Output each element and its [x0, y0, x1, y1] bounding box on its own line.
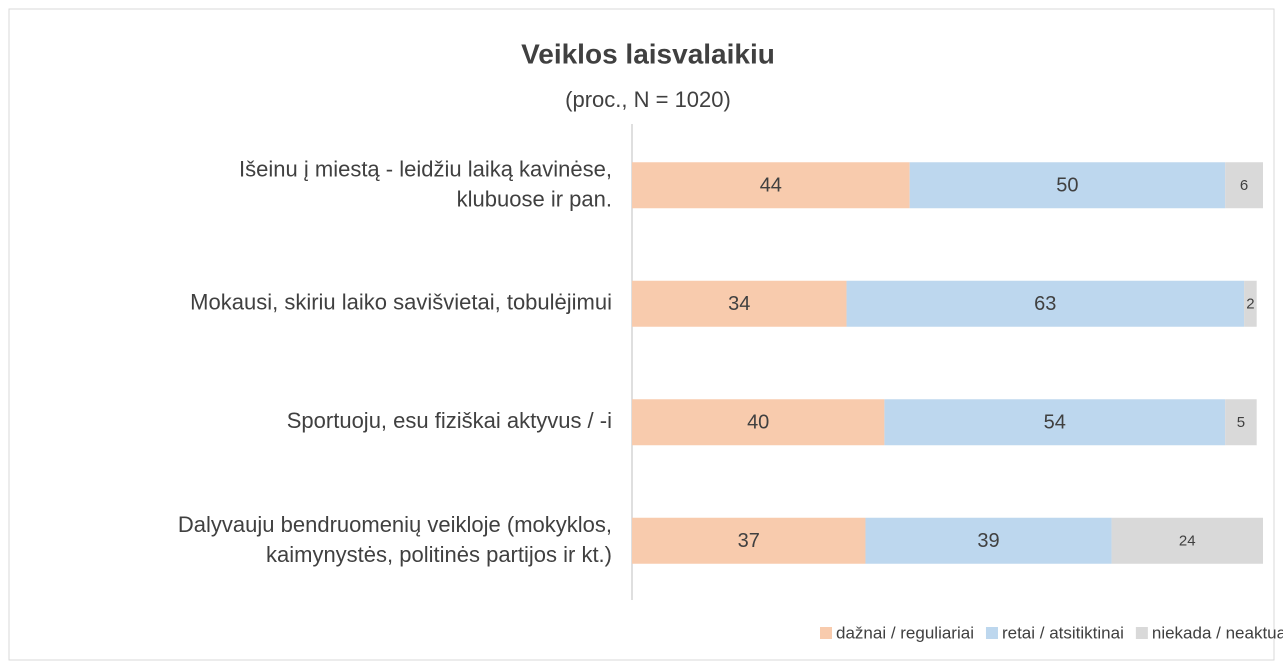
data-label: 24: [1179, 533, 1196, 550]
data-label: 54: [1044, 412, 1066, 434]
category-label: Išeinu į miestą - leidžiu laiką kavinėse…: [239, 156, 612, 211]
category-label: Mokausi, skiriu laiko savišvietai, tobul…: [190, 290, 612, 315]
data-label: 34: [728, 293, 750, 315]
data-label: 2: [1246, 296, 1254, 313]
category-label-line: klubuose ir pan.: [457, 186, 612, 211]
data-label: 40: [747, 412, 769, 434]
data-label: 63: [1034, 293, 1056, 315]
bar-segment: [909, 162, 1226, 209]
legend-swatch: [820, 627, 832, 639]
legend-swatch: [985, 627, 998, 639]
bar-segment: [632, 280, 847, 327]
bar-segment: [632, 399, 885, 446]
bar-segment: [865, 517, 1112, 564]
bar-segment: [884, 399, 1226, 446]
legend-swatch: [1135, 627, 1148, 639]
data-label: 37: [738, 530, 760, 552]
bar-segment: [632, 162, 910, 209]
data-label: 5: [1237, 414, 1245, 431]
data-label: 39: [977, 530, 999, 552]
data-label: 50: [1056, 175, 1078, 197]
legend-label: dažnai / reguliariai: [836, 623, 974, 642]
bar-segment: [1225, 162, 1263, 209]
bar-segment: [1225, 399, 1257, 446]
chart-title: Veiklos laisvalaikiu: [521, 38, 775, 69]
bar-segment: [1244, 280, 1257, 327]
category-label-line: Išeinu į miestą - leidžiu laiką kavinėse…: [239, 156, 612, 181]
category-label-line: Dalyvauju bendruomenių veikloje (mokyklo…: [178, 512, 612, 537]
legend-label: niekada / neaktualu: [1152, 623, 1283, 642]
legend-label: retai / atsitiktinai: [1002, 623, 1124, 642]
category-label: Dalyvauju bendruomenių veikloje (mokyklo…: [178, 512, 612, 567]
data-label: 6: [1240, 177, 1248, 194]
chart-subtitle: (proc., N = 1020): [565, 87, 731, 112]
data-label: 44: [760, 175, 782, 197]
category-label-line: kaimynystės, politinės partijos ir kt.): [266, 542, 612, 567]
category-label: Sportuoju, esu fiziškai aktyvus / -i: [287, 408, 612, 433]
bar-segment: [1111, 517, 1263, 564]
bar-segment: [846, 280, 1245, 327]
bar-segment: [632, 517, 866, 564]
